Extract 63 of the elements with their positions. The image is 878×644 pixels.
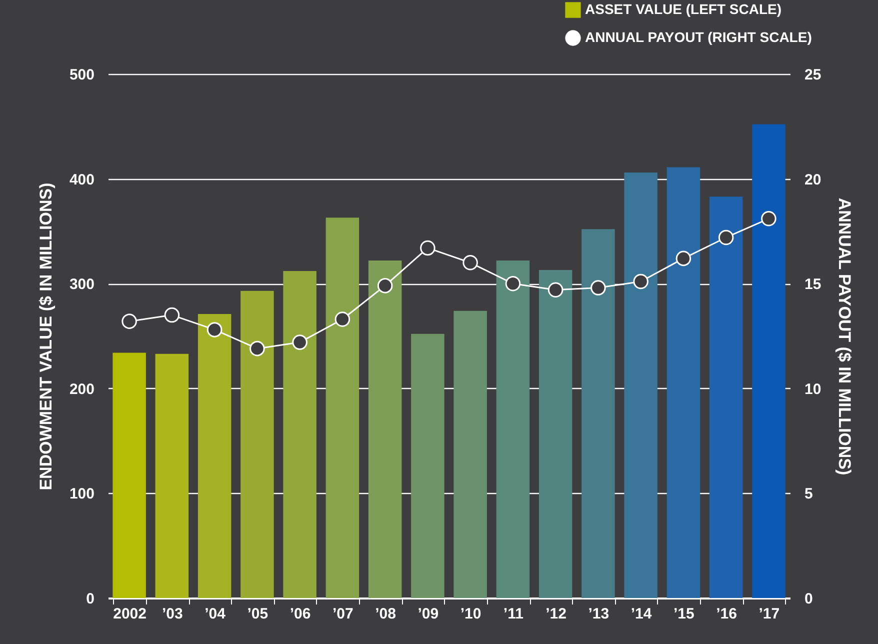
bar	[198, 314, 232, 598]
y-tick-label: 0	[86, 590, 94, 608]
x-tick-label: 2002	[113, 606, 146, 622]
bar	[368, 260, 402, 598]
y2-tick-label: 20	[804, 171, 822, 188]
point	[505, 276, 521, 292]
x-tick-label: ’11	[503, 606, 524, 622]
point	[250, 340, 265, 356]
point	[420, 240, 436, 256]
bar	[326, 218, 360, 598]
x-tick-label: ’10	[460, 606, 482, 622]
point	[548, 282, 564, 298]
point	[718, 230, 734, 246]
x-tick-label: ’04	[204, 606, 226, 622]
point	[292, 334, 308, 350]
point	[676, 250, 692, 266]
x-tick-label: ’14	[630, 606, 652, 622]
bar	[752, 124, 786, 598]
y-tick-label: 300	[69, 276, 94, 294]
x-tick-label: ’12	[546, 606, 566, 622]
bar	[538, 270, 572, 598]
point	[206, 322, 222, 338]
x-tick-label: ’06	[290, 606, 311, 622]
bar	[454, 310, 487, 598]
point	[462, 255, 478, 270]
legend-label: ASSET VALUE (LEFT SCALE)	[585, 1, 782, 17]
bar	[624, 172, 658, 598]
point	[761, 210, 776, 226]
y-axis-title: ENDOWMENT VALUE ($ IN MILLIONS)	[36, 182, 56, 490]
y-tick-label: 500	[69, 66, 94, 84]
bar	[155, 354, 189, 598]
bar	[240, 290, 274, 598]
y2-tick-label: 10	[804, 380, 822, 398]
x-tick-label: ’16	[716, 606, 737, 622]
bar	[666, 167, 700, 598]
x-tick-label: ’07	[332, 606, 354, 622]
x-tick-label: ’13	[588, 606, 610, 622]
y-tick-label: 200	[69, 380, 94, 398]
y-tick-label: 100	[69, 486, 94, 503]
y-tick-label: 400	[69, 171, 94, 188]
y2-tick-label: 25	[804, 66, 822, 84]
y2-tick-label: 5	[804, 486, 813, 503]
legend-label: ANNUAL PAYOUT (RIGHT SCALE)	[585, 29, 812, 45]
bar	[112, 352, 146, 598]
x-tick-label: ’08	[375, 606, 396, 622]
bar	[582, 229, 615, 598]
bar	[496, 260, 530, 598]
y2-tick-label: 15	[804, 276, 822, 294]
bar	[283, 271, 316, 598]
point	[633, 274, 648, 290]
x-tick-label: ’05	[247, 606, 268, 622]
x-tick-label: ’03	[162, 606, 183, 622]
x-tick-label: ’17	[758, 606, 780, 622]
x-tick-label: ’09	[418, 606, 439, 622]
y2-tick-label: 0	[804, 590, 813, 608]
point	[334, 312, 350, 327]
point	[164, 307, 180, 323]
bar	[709, 196, 743, 598]
point	[590, 280, 606, 296]
x-tick-label: ’15	[674, 606, 694, 622]
y2-axis-title: ANNUAL PAYOUT ($ IN MILLIONS)	[835, 198, 854, 476]
point	[377, 278, 393, 294]
bar	[411, 334, 444, 598]
